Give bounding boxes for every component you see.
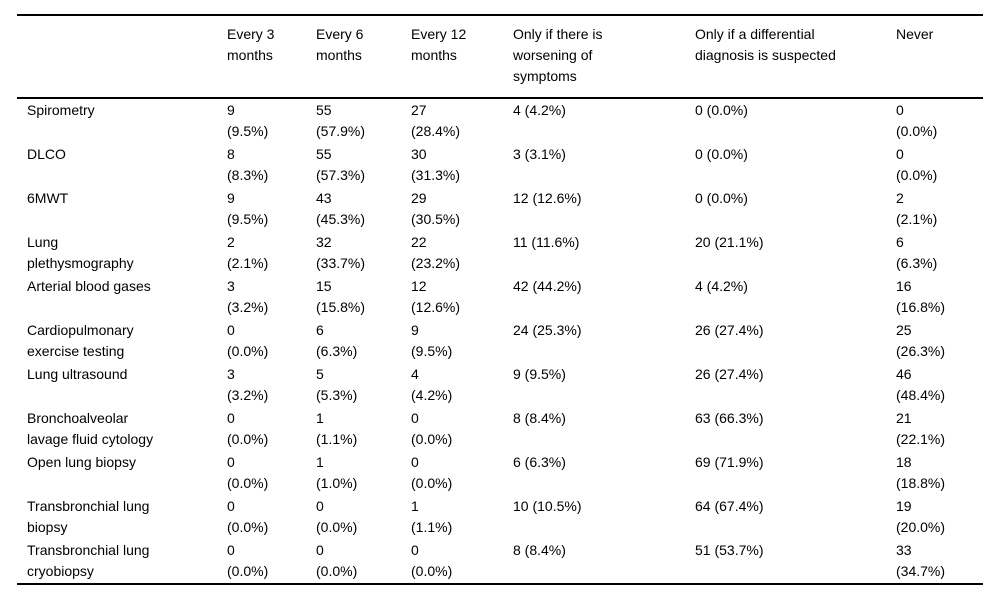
table-cell: 0 (0.0%) bbox=[227, 410, 269, 447]
table-cell: 2 (2.1%) bbox=[227, 234, 269, 271]
table-cell: 0 (0.0%) bbox=[411, 542, 453, 579]
table-cell: 55 (57.9%) bbox=[316, 102, 366, 139]
table-cell: 4 (4.2%) bbox=[695, 278, 748, 294]
table-cell: 64 (67.4%) bbox=[695, 498, 764, 514]
table-row: Arterial blood gases 3 (3.2%) 15 (15.8%)… bbox=[17, 275, 983, 319]
table-cell: 11 (11.6%) bbox=[513, 234, 580, 250]
table-cell: 46 (48.4%) bbox=[896, 366, 946, 403]
row-header: Lung plethysmography bbox=[27, 234, 134, 271]
table-cell: 0 (0.0%) bbox=[695, 146, 748, 162]
table-cell: 3 (3.1%) bbox=[513, 146, 566, 162]
table-cell: 43 (45.3%) bbox=[316, 190, 366, 227]
row-header: 6MWT bbox=[27, 190, 69, 206]
table-cell: 42 (44.2%) bbox=[513, 278, 582, 294]
row-header: Transbronchial lung biopsy bbox=[27, 498, 150, 535]
table-row: Lung ultrasound 3 (3.2%) 5 (5.3%) 4 (4.2… bbox=[17, 363, 983, 407]
table-cell: 51 (53.7%) bbox=[695, 542, 764, 558]
table-cell: 33 (34.7%) bbox=[896, 542, 946, 579]
table-cell: 4 (4.2%) bbox=[513, 102, 566, 118]
row-header: Cardiopulmonary exercise testing bbox=[27, 322, 134, 359]
table-cell: 9 (9.5%) bbox=[411, 322, 453, 359]
column-header-every-3-months: Every 3 months bbox=[227, 15, 316, 99]
table-row: Lung plethysmography 2 (2.1%) 32 (33.7%)… bbox=[17, 231, 983, 275]
row-header: Lung ultrasound bbox=[27, 366, 128, 382]
column-header-never: Never bbox=[896, 15, 983, 99]
table-cell: 30 (31.3%) bbox=[411, 146, 461, 183]
table-row: 6MWT 9 (9.5%) 43 (45.3%) 29 (30.5%) 12 (… bbox=[17, 187, 983, 231]
table-cell: 0 (0.0%) bbox=[316, 498, 358, 535]
table-cell: 25 (26.3%) bbox=[896, 322, 946, 359]
table-row: Cardiopulmonary exercise testing 0 (0.0%… bbox=[17, 319, 983, 363]
table-cell: 0 (0.0%) bbox=[896, 102, 938, 139]
table-cell: 22 (23.2%) bbox=[411, 234, 461, 271]
row-header: Transbronchial lung cryobiopsy bbox=[27, 542, 150, 579]
table-cell: 29 (30.5%) bbox=[411, 190, 461, 227]
column-header-empty bbox=[17, 15, 227, 99]
column-header-every-12-months: Every 12 months bbox=[411, 15, 513, 99]
table-cell: 9 (9.5%) bbox=[513, 366, 566, 382]
row-header: DLCO bbox=[27, 146, 66, 162]
table-cell: 0 (0.0%) bbox=[227, 322, 269, 359]
table-cell: 0 (0.0%) bbox=[227, 498, 269, 535]
table-cell: 5 (5.3%) bbox=[316, 366, 358, 403]
table-cell: 55 (57.3%) bbox=[316, 146, 366, 183]
table-cell: 9 (9.5%) bbox=[227, 190, 269, 227]
table-cell: 26 (27.4%) bbox=[695, 322, 764, 338]
table-cell: 63 (66.3%) bbox=[695, 410, 764, 426]
table-cell: 20 (21.1%) bbox=[695, 234, 764, 250]
table-cell: 10 (10.5%) bbox=[513, 498, 582, 514]
table-cell: 2 (2.1%) bbox=[896, 190, 938, 227]
table-cell: 24 (25.3%) bbox=[513, 322, 582, 338]
table-row: DLCO 8 (8.3%) 55 (57.3%) 30 (31.3%) 3 (3… bbox=[17, 143, 983, 187]
table-cell: 27 (28.4%) bbox=[411, 102, 461, 139]
column-header-only-if-worsening: Only if there is worsening of symptoms bbox=[513, 15, 695, 99]
table-cell: 19 (20.0%) bbox=[896, 498, 946, 535]
table-cell: 32 (33.7%) bbox=[316, 234, 366, 271]
table-cell: 3 (3.2%) bbox=[227, 278, 269, 315]
table-cell: 1 (1.1%) bbox=[411, 498, 453, 535]
table-row: Open lung biopsy 0 (0.0%) 1 (1.0%) 0 (0.… bbox=[17, 451, 983, 495]
row-header: Open lung biopsy bbox=[27, 454, 136, 470]
table-cell: 16 (16.8%) bbox=[896, 278, 946, 315]
table-cell: 3 (3.2%) bbox=[227, 366, 269, 403]
header-row: Every 3 months Every 6 months Every 12 m… bbox=[17, 15, 983, 99]
table-cell: 9 (9.5%) bbox=[227, 102, 269, 139]
table-row: Spirometry 9 (9.5%) 55 (57.9%) 27 (28.4%… bbox=[17, 98, 983, 143]
table-row: Transbronchial lung cryobiopsy 0 (0.0%) … bbox=[17, 539, 983, 584]
table-cell: 21 (22.1%) bbox=[896, 410, 946, 447]
table-cell: 6 (6.3%) bbox=[316, 322, 358, 359]
table-cell: 12 (12.6%) bbox=[513, 190, 582, 206]
row-header: Spirometry bbox=[27, 102, 95, 118]
table-cell: 6 (6.3%) bbox=[896, 234, 938, 271]
table-row: Bronchoalveolar lavage fluid cytology 0 … bbox=[17, 407, 983, 451]
table-cell: 1 (1.0%) bbox=[316, 454, 358, 491]
table-cell: 8 (8.4%) bbox=[513, 410, 566, 426]
table-cell: 8 (8.4%) bbox=[513, 542, 566, 558]
row-header: Arterial blood gases bbox=[27, 278, 151, 294]
table-cell: 18 (18.8%) bbox=[896, 454, 946, 491]
table-cell: 0 (0.0%) bbox=[227, 542, 269, 579]
table-cell: 0 (0.0%) bbox=[896, 146, 938, 183]
column-header-every-6-months: Every 6 months bbox=[316, 15, 411, 99]
table-cell: 12 (12.6%) bbox=[411, 278, 461, 315]
table-cell: 6 (6.3%) bbox=[513, 454, 566, 470]
table-cell: 0 (0.0%) bbox=[695, 190, 748, 206]
table-cell: 0 (0.0%) bbox=[411, 454, 453, 491]
row-header: Bronchoalveolar lavage fluid cytology bbox=[27, 410, 154, 447]
table-cell: 0 (0.0%) bbox=[316, 542, 358, 579]
table-cell: 69 (71.9%) bbox=[695, 454, 764, 470]
column-header-only-if-differential: Only if a differential diagnosis is susp… bbox=[695, 15, 896, 99]
monitoring-frequency-table: Every 3 months Every 6 months Every 12 m… bbox=[17, 14, 983, 585]
table-cell: 0 (0.0%) bbox=[227, 454, 269, 491]
table-cell: 8 (8.3%) bbox=[227, 146, 269, 183]
table-cell: 1 (1.1%) bbox=[316, 410, 358, 447]
table-cell: 26 (27.4%) bbox=[695, 366, 764, 382]
table-cell: 15 (15.8%) bbox=[316, 278, 366, 315]
table-row: Transbronchial lung biopsy 0 (0.0%) 0 (0… bbox=[17, 495, 983, 539]
table-cell: 0 (0.0%) bbox=[695, 102, 748, 118]
table-cell: 4 (4.2%) bbox=[411, 366, 453, 403]
table-cell: 0 (0.0%) bbox=[411, 410, 453, 447]
